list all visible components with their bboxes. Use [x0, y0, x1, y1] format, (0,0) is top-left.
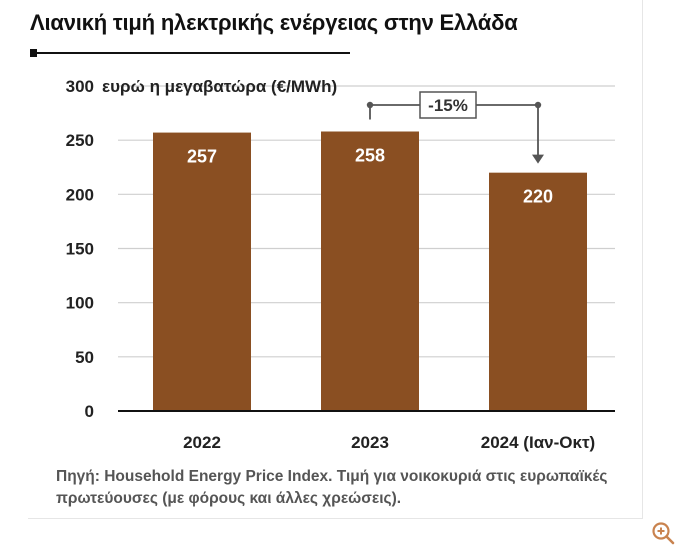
chart-title: Λιανική τιμή ηλεκτρικής ενέργειας στην Ε…	[30, 10, 518, 35]
bar	[321, 131, 419, 411]
source-note: Πηγή: Household Energy Price Index. Τιμή…	[56, 468, 608, 507]
change-badge	[419, 91, 477, 119]
y-tick-label: 150	[66, 240, 94, 259]
y-tick-label: 300	[66, 77, 94, 96]
bar-value-label: 257	[187, 147, 217, 167]
x-tick-label: 2023	[351, 433, 389, 452]
bar-value-label: 258	[355, 146, 385, 166]
title-underline	[30, 52, 350, 54]
y-tick-label: 200	[66, 185, 94, 204]
change-badge-label: -15%	[428, 96, 468, 115]
y-tick-label: 0	[85, 402, 94, 421]
y-tick-label: 250	[66, 131, 94, 150]
zoom-in-icon[interactable]	[650, 520, 676, 546]
bar	[489, 172, 587, 411]
bar	[153, 132, 251, 412]
y-tick-label: 100	[66, 294, 94, 313]
x-tick-label: 2024 (Ιαν-Οκτ)	[481, 433, 595, 452]
bar-value-label: 220	[523, 187, 553, 207]
title-underline-marker	[30, 49, 37, 57]
bracket-arrowhead	[532, 154, 544, 164]
bracket-dot	[366, 101, 374, 109]
y-axis-label: ευρώ η μεγαβατώρα (€/MWh)	[102, 77, 337, 96]
bracket-dot	[534, 101, 542, 109]
x-tick-label: 2022	[183, 433, 221, 452]
y-tick-label: 50	[75, 348, 94, 367]
